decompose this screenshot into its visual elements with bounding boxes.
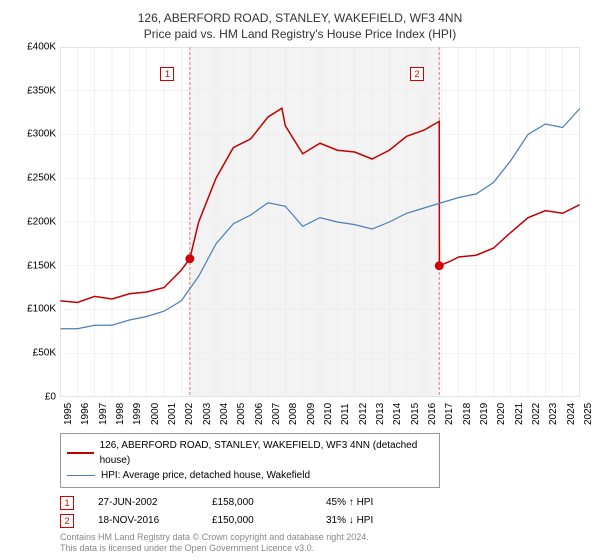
chart-subtitle: Price paid vs. HM Land Registry's House … xyxy=(15,27,585,41)
sale-price: £158,000 xyxy=(212,497,302,508)
legend-item: HPI: Average price, detached house, Wake… xyxy=(67,468,433,483)
x-tick-label: 2008 xyxy=(288,403,299,425)
x-tick-label: 1997 xyxy=(98,403,109,425)
y-tick-label: £200K xyxy=(27,216,56,227)
x-tick-label: 2009 xyxy=(306,403,317,425)
x-tick-label: 2006 xyxy=(254,403,265,425)
x-tick-label: 2001 xyxy=(167,403,178,425)
x-tick-label: 2023 xyxy=(548,403,559,425)
x-tick-label: 2025 xyxy=(583,403,594,425)
y-tick-label: £150K xyxy=(27,260,56,271)
x-tick-label: 2014 xyxy=(392,403,403,425)
x-tick-label: 2016 xyxy=(427,403,438,425)
sale-marker-2: 2 xyxy=(410,67,424,81)
legend-swatch xyxy=(67,475,95,476)
y-tick-label: £300K xyxy=(27,129,56,140)
legend: 126, ABERFORD ROAD, STANLEY, WAKEFIELD, … xyxy=(60,433,440,488)
x-axis: 1995 1996 1997 1998 1999 2000 2001 2002 2003 2004… xyxy=(60,397,580,427)
y-tick-label: £400K xyxy=(27,41,56,52)
x-tick-label: 2013 xyxy=(375,403,386,425)
x-tick-label: 1999 xyxy=(132,403,143,425)
x-tick-label: 2017 xyxy=(444,403,455,425)
sale-marker-1: 1 xyxy=(160,67,174,81)
x-tick-label: 2002 xyxy=(184,403,195,425)
legend-label: 126, ABERFORD ROAD, STANLEY, WAKEFIELD, … xyxy=(100,438,433,468)
x-tick-label: 2021 xyxy=(514,403,525,425)
plot-svg xyxy=(60,47,580,397)
legend-label: HPI: Average price, detached house, Wake… xyxy=(101,468,310,483)
sale-marker-icon: 1 xyxy=(60,496,74,510)
x-tick-label: 2003 xyxy=(202,403,213,425)
x-tick-label: 2022 xyxy=(531,403,542,425)
x-tick-label: 2005 xyxy=(236,403,247,425)
sale-date: 27-JUN-2002 xyxy=(98,497,188,508)
x-tick-label: 2012 xyxy=(358,403,369,425)
x-tick-label: 2011 xyxy=(340,403,351,425)
x-tick-label: 2015 xyxy=(410,403,421,425)
x-tick-label: 2020 xyxy=(496,403,507,425)
sale-row: 1 27-JUN-2002 £158,000 45% ↑ HPI xyxy=(60,496,585,510)
plot-area: £0£50K£100K£150K£200K£250K£300K£350K£400… xyxy=(60,47,580,397)
sale-row: 2 18-NOV-2016 £150,000 31% ↓ HPI xyxy=(60,514,585,528)
legend-item: 126, ABERFORD ROAD, STANLEY, WAKEFIELD, … xyxy=(67,438,433,468)
x-tick-label: 1995 xyxy=(63,403,74,425)
y-tick-label: £0 xyxy=(45,391,56,402)
y-tick-label: £350K xyxy=(27,85,56,96)
sale-delta: 45% ↑ HPI xyxy=(326,497,416,508)
x-tick-label: 2018 xyxy=(462,403,473,425)
x-tick-label: 2007 xyxy=(271,403,282,425)
y-axis: £0£50K£100K£150K£200K£250K£300K£350K£400… xyxy=(15,47,58,397)
x-tick-label: 2000 xyxy=(150,403,161,425)
sale-delta: 31% ↓ HPI xyxy=(326,515,416,526)
sales-table: 1 27-JUN-2002 £158,000 45% ↑ HPI 2 18-NOV-201… xyxy=(60,496,585,528)
sale-date: 18-NOV-2016 xyxy=(98,515,188,526)
attribution-line-2: This data is licensed under the Open Gov… xyxy=(60,543,585,555)
x-tick-label: 1998 xyxy=(115,403,126,425)
attribution-line-1: Contains HM Land Registry data © Crown c… xyxy=(60,532,585,544)
y-tick-label: £50K xyxy=(33,348,56,359)
sale-marker-icon: 2 xyxy=(60,514,74,528)
chart-container: 126, ABERFORD ROAD, STANLEY, WAKEFIELD, … xyxy=(0,0,600,560)
x-tick-label: 2024 xyxy=(566,403,577,425)
x-tick-label: 1996 xyxy=(80,403,91,425)
chart-title: 126, ABERFORD ROAD, STANLEY, WAKEFIELD, … xyxy=(15,10,585,27)
x-tick-label: 2019 xyxy=(479,403,490,425)
x-tick-label: 2010 xyxy=(323,403,334,425)
sale-price: £150,000 xyxy=(212,515,302,526)
y-tick-label: £250K xyxy=(27,173,56,184)
x-tick-label: 2004 xyxy=(219,403,230,425)
legend-swatch xyxy=(67,452,94,454)
y-tick-label: £100K xyxy=(27,304,56,315)
attribution: Contains HM Land Registry data © Crown c… xyxy=(60,532,585,555)
